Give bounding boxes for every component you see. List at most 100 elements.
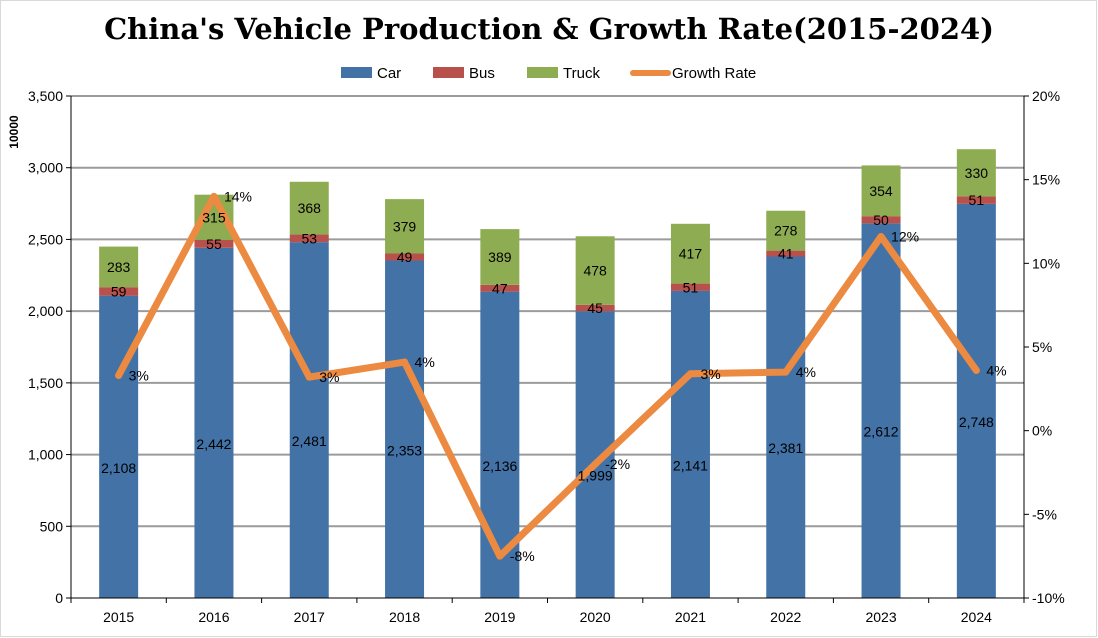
data-label-bus-2018: 49 (397, 249, 413, 265)
bar-car-2018 (385, 260, 425, 598)
x-tick-label-2017: 2017 (294, 609, 325, 625)
growth-rate-point-2019 (496, 552, 504, 560)
bar-bus-2023 (861, 216, 901, 224)
bar-bus-2017 (289, 234, 329, 243)
bar-truck-2018 (385, 199, 425, 254)
x-tick-label-2018: 2018 (389, 609, 420, 625)
data-label-growth-rate-2016: 14% (224, 188, 252, 204)
bar-truck-2022 (766, 210, 806, 251)
data-label-truck-2024: 330 (965, 165, 989, 181)
data-label-bus-2021: 51 (683, 279, 699, 295)
x-tick-label-2023: 2023 (865, 609, 896, 625)
growth-rate-point-2018 (401, 358, 409, 366)
data-label-car-2017: 2,481 (292, 433, 327, 449)
data-label-truck-2019: 389 (488, 249, 512, 265)
bar-truck-2017 (289, 181, 329, 235)
bar-bus-2019 (480, 284, 520, 292)
bar-truck-2015 (99, 246, 139, 288)
data-label-bus-2015: 59 (111, 283, 127, 299)
data-label-bus-2017: 53 (301, 230, 317, 246)
growth-rate-point-2015 (115, 371, 123, 379)
growth-rate-point-2023 (877, 233, 885, 241)
bar-car-2024 (956, 203, 996, 599)
legend-car-label: Car (377, 65, 401, 82)
growth-rate-point-2016 (210, 192, 218, 200)
legend: Car Bus Truck Growth Rate (341, 65, 756, 82)
growth-rate-point-2017 (305, 373, 313, 381)
data-label-car-2015: 2,108 (101, 460, 136, 476)
left-tick-label-7: 3,500 (28, 88, 63, 104)
data-label-car-2024: 2,748 (959, 414, 994, 430)
legend-car-swatch (341, 67, 372, 78)
bar-bus-2016 (194, 239, 234, 248)
data-label-growth-rate-2015: 3% (129, 367, 149, 383)
growth-rate-point-2024 (972, 366, 980, 374)
bar-car-2023 (861, 223, 901, 599)
data-label-car-2021: 2,141 (673, 457, 708, 473)
x-tick-label-2016: 2016 (198, 609, 229, 625)
data-label-growth-rate-2023: 12% (891, 229, 919, 245)
bar-bus-2018 (385, 253, 425, 261)
right-tick-label-4: 10% (1032, 255, 1060, 271)
left-axis-ticks: 0 500 1,000 1,500 2,000 2,500 3,000 3,500 (28, 88, 71, 606)
left-tick-label-1: 500 (40, 518, 64, 534)
bar-truck-2023 (861, 165, 901, 217)
x-tick-label-2020: 2020 (580, 609, 611, 625)
data-label-truck-2020: 478 (583, 263, 607, 279)
x-tick-label-2021: 2021 (675, 609, 706, 625)
data-labels: 2,108 59 283 2,442 55 315 2,481 53 368 2,353 49 379… (101, 165, 1006, 564)
x-axis-ticks: 2015 2016 2017 2018 2019 2020 2021 2022 2023 2024 (70, 598, 1025, 625)
left-tick-label-0: 0 (55, 590, 63, 606)
growth-rate-layer (115, 192, 980, 560)
data-label-bus-2022: 41 (778, 246, 794, 262)
right-tick-label-3: 5% (1032, 339, 1052, 355)
growth-rate-line (115, 192, 980, 560)
data-label-truck-2022: 278 (774, 223, 798, 239)
bar-truck-2019 (480, 229, 520, 285)
data-label-car-2016: 2,442 (196, 436, 231, 452)
x-tick-label-2019: 2019 (484, 609, 515, 625)
left-tick-label-3: 1,500 (28, 375, 63, 391)
data-label-growth-rate-2018: 4% (415, 354, 435, 370)
data-label-car-2020: 1,999 (578, 468, 613, 484)
right-axis-ticks: -10% -5% 0% 5% 10% 15% 20% (1024, 88, 1065, 606)
legend-bus-label: Bus (469, 65, 495, 82)
data-label-truck-2015: 283 (107, 259, 131, 275)
data-label-car-2022: 2,381 (768, 440, 803, 456)
left-tick-label-5: 2,500 (28, 231, 63, 247)
x-tick-label-2015: 2015 (103, 609, 134, 625)
chart-title: China's Vehicle Production & Growth Rate… (104, 12, 994, 46)
left-tick-label-4: 2,000 (28, 303, 63, 319)
data-label-growth-rate-2020: -2% (605, 456, 630, 472)
bar-car-2017 (289, 242, 329, 598)
bar-bus-2024 (956, 196, 996, 204)
data-label-growth-rate-2019: -8% (510, 548, 535, 564)
right-tick-label-0: -10% (1032, 590, 1065, 606)
bar-bus-2021 (670, 283, 710, 291)
bar-bus-2015 (99, 287, 139, 296)
data-label-truck-2017: 368 (298, 200, 322, 216)
bar-truck-2020 (575, 236, 615, 305)
legend-truck-label: Truck (563, 65, 600, 82)
data-label-car-2019: 2,136 (482, 458, 517, 474)
growth-rate-point-2021 (686, 370, 694, 378)
data-label-bus-2023: 50 (873, 212, 889, 228)
right-tick-label-6: 20% (1032, 88, 1060, 104)
right-tick-label-5: 15% (1032, 172, 1060, 188)
data-label-truck-2021: 417 (679, 246, 703, 262)
bar-truck-2024 (956, 149, 996, 197)
bar-bus-2022 (766, 250, 806, 257)
data-label-truck-2023: 354 (869, 183, 893, 199)
data-label-growth-rate-2024: 4% (986, 362, 1006, 378)
bar-bus-2020 (575, 304, 615, 312)
data-label-car-2018: 2,353 (387, 442, 422, 458)
bar-car-2015 (99, 295, 139, 598)
bar-car-2016 (194, 247, 234, 598)
right-tick-label-2: 0% (1032, 423, 1052, 439)
x-tick-label-2024: 2024 (961, 609, 992, 625)
data-label-bus-2020: 45 (587, 300, 603, 316)
data-label-growth-rate-2022: 4% (796, 364, 816, 380)
growth-rate-point-2022 (782, 368, 790, 376)
